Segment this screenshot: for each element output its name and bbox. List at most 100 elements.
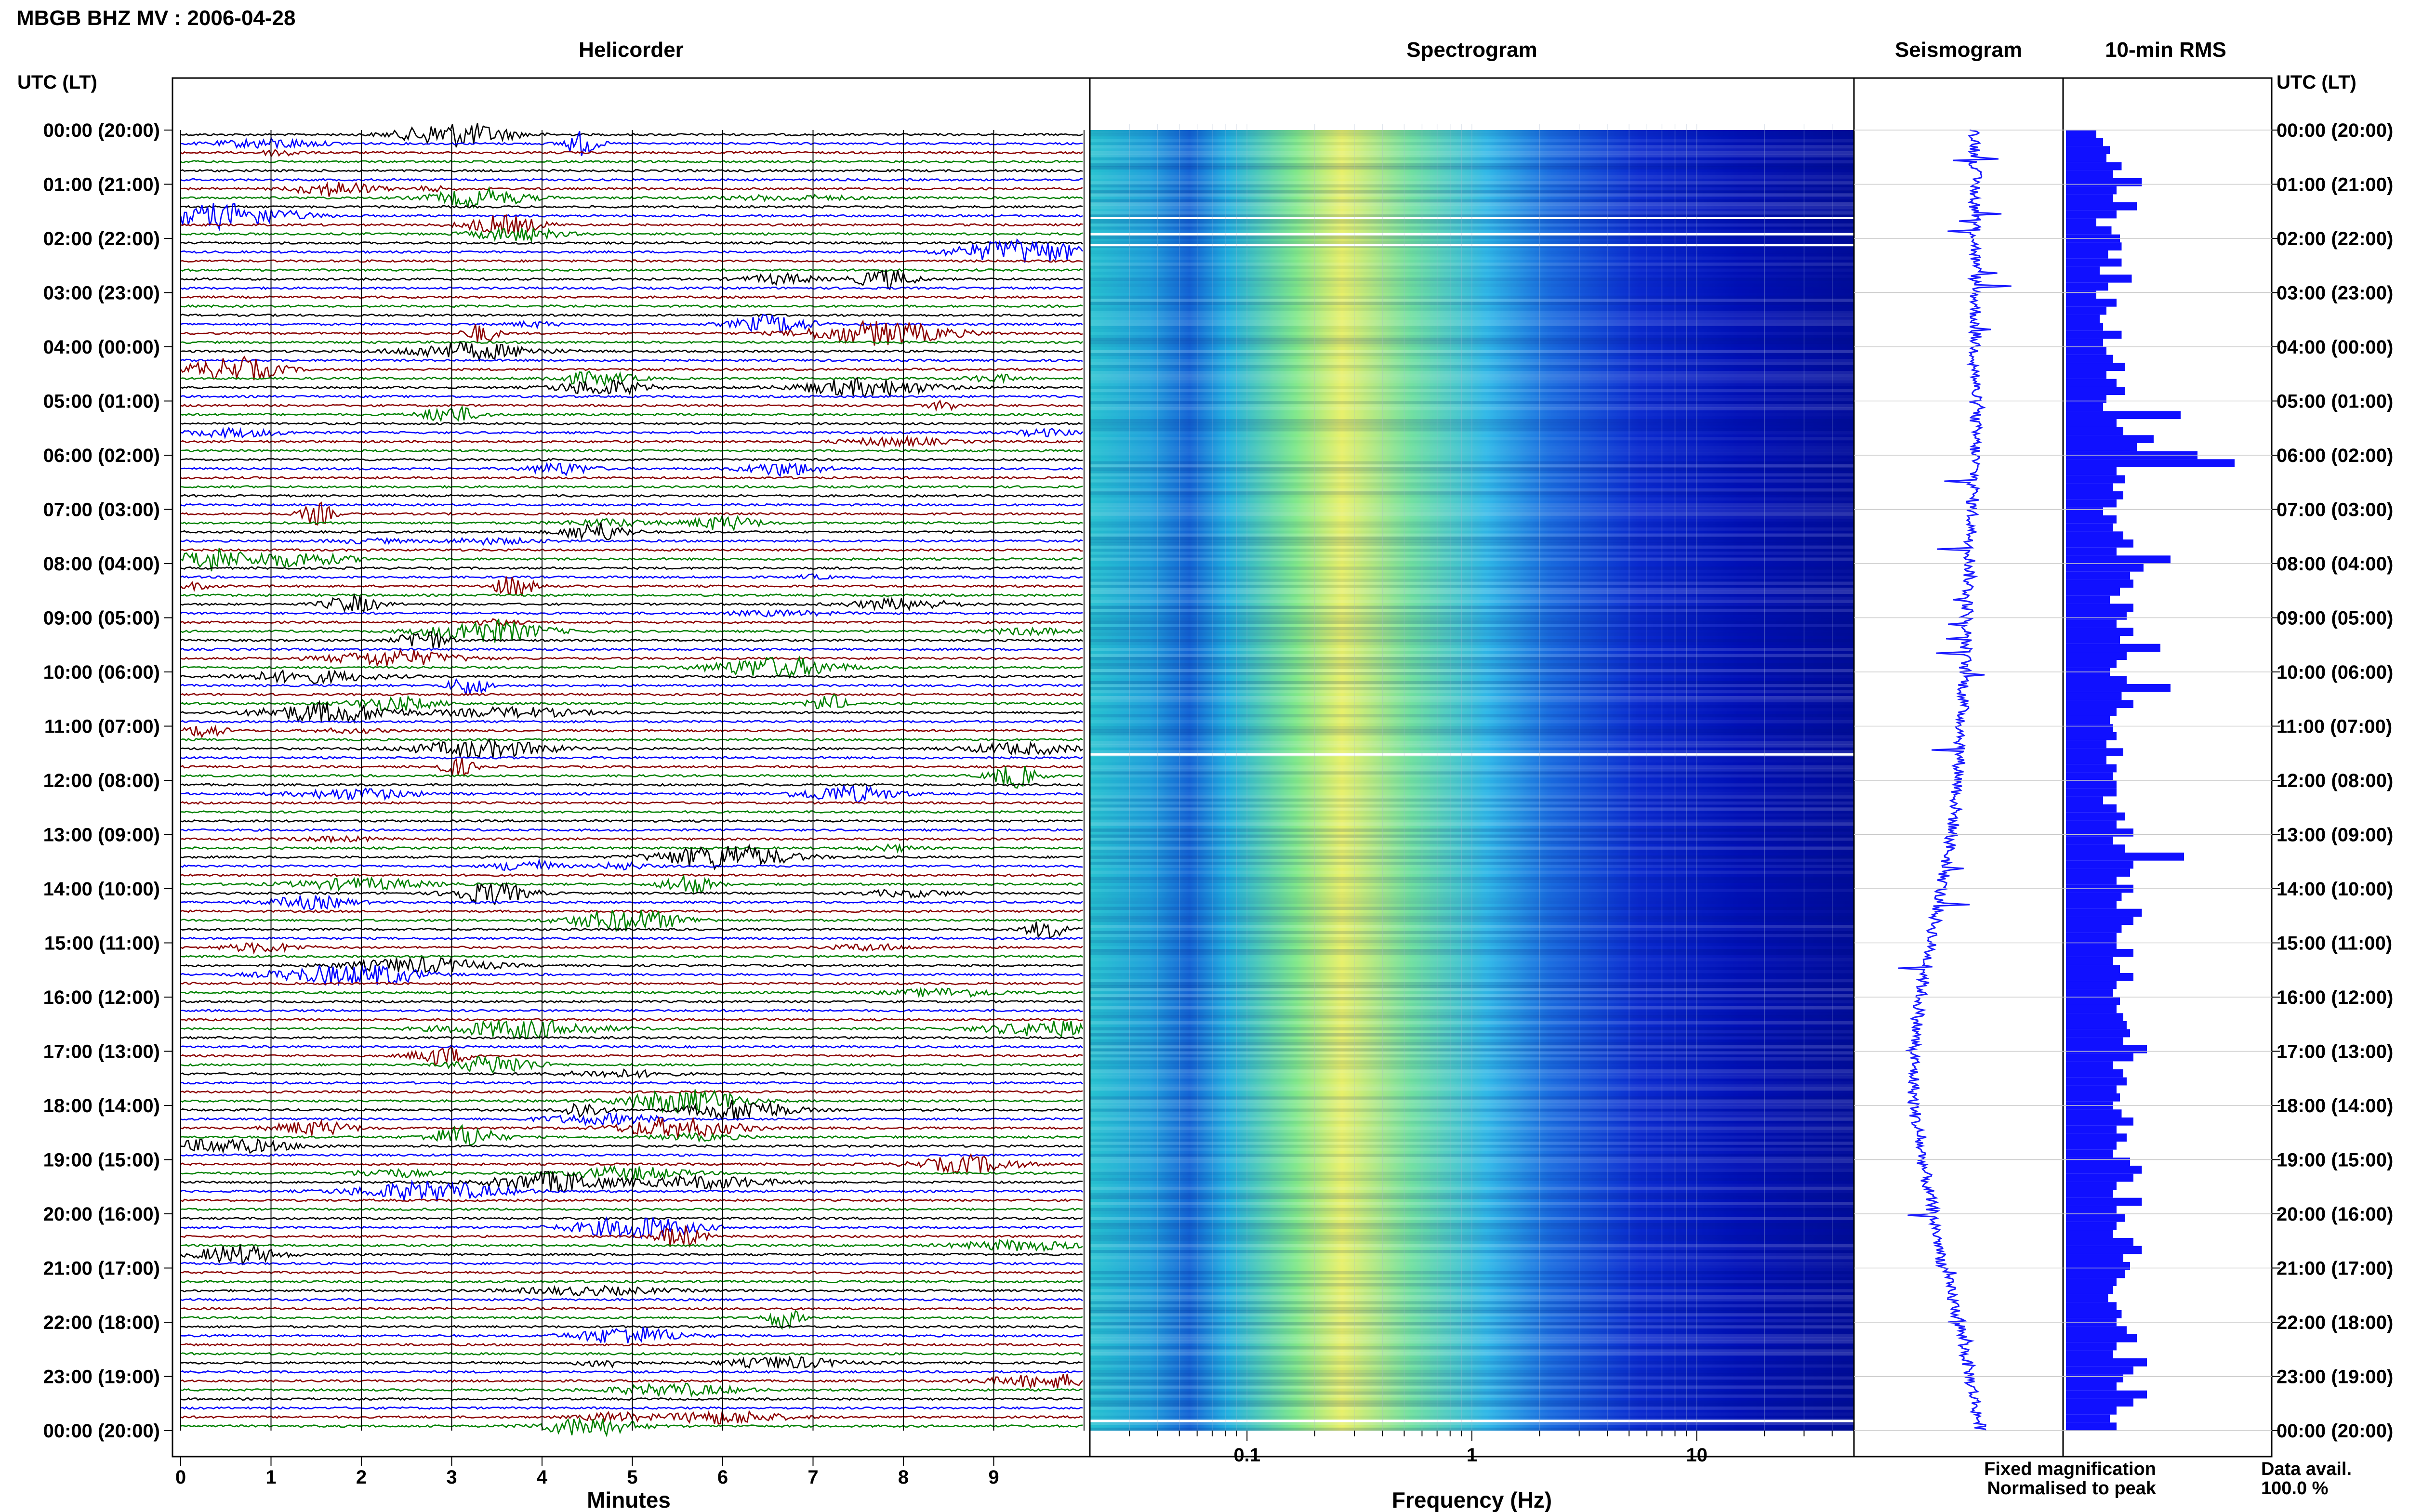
rms-bar — [2066, 1214, 2125, 1222]
spectrogram-row — [1090, 663, 1854, 667]
spectrogram-row — [1090, 503, 1854, 507]
helicorder-trace — [180, 548, 1083, 552]
helicorder-trace — [180, 1285, 1083, 1297]
spectrogram-row — [1090, 542, 1854, 546]
rms-bar — [2066, 1149, 2113, 1158]
spectrogram-row — [1090, 539, 1854, 543]
helicorder-trace — [180, 178, 1083, 182]
rms-bar — [2066, 748, 2123, 756]
spectrogram-row — [1090, 1210, 1854, 1214]
spectrogram-row — [1090, 166, 1854, 170]
spectrogram-row — [1090, 389, 1854, 393]
rms-bar — [2066, 981, 2117, 989]
helicorder-trace — [180, 1018, 1084, 1040]
spectrogram-row — [1090, 199, 1854, 203]
helicorder-trace — [180, 609, 1083, 618]
spectrogram-row — [1090, 1169, 1854, 1172]
spectrogram-row — [1090, 343, 1854, 347]
helicorder-trace — [180, 873, 1083, 894]
spectrogram-row — [1090, 1066, 1854, 1070]
spectrogram-row — [1090, 205, 1854, 209]
spectrogram-row — [1090, 997, 1854, 1000]
frequency-axis-label: Frequency (Hz) — [1392, 1487, 1552, 1512]
helicorder-trace — [180, 669, 1083, 685]
helicorder-trace — [180, 785, 1083, 804]
helicorder-trace — [180, 1370, 1083, 1374]
time-label-left: 08:00 (04:00) — [43, 553, 160, 575]
spectrogram-row — [1090, 783, 1854, 787]
spectrogram-row — [1090, 1334, 1854, 1338]
helicorder-trace — [180, 461, 1083, 478]
minute-tick-label: 1 — [265, 1467, 276, 1488]
spectrogram-row — [1090, 256, 1854, 260]
spectrogram-row — [1090, 985, 1854, 988]
rms-bar — [2066, 804, 2117, 813]
rms-bar — [2066, 1053, 2133, 1062]
helicorder-trace — [180, 286, 1083, 290]
rms-bar — [2066, 612, 2127, 620]
spectrogram-row — [1090, 226, 1854, 230]
spectrogram-row — [1090, 1358, 1854, 1362]
helicorder-trace — [180, 986, 1083, 999]
rms-bar — [2066, 531, 2123, 539]
rms-bar — [2066, 901, 2117, 909]
spectrogram-row — [1090, 1376, 1854, 1380]
spectrogram-row — [1090, 897, 1854, 901]
helicorder-trace — [180, 1306, 1083, 1311]
spectrogram-row — [1090, 608, 1854, 612]
helicorder-trace — [180, 1124, 1083, 1146]
spectrogram-row — [1090, 771, 1854, 775]
spectrogram-row — [1090, 870, 1854, 874]
helicorder-trace — [180, 1298, 1083, 1302]
helicorder-trace — [180, 631, 1083, 648]
helicorder-trace — [180, 1055, 1083, 1074]
spectrogram-row — [1090, 506, 1854, 510]
helicorder-trace — [180, 1112, 1083, 1127]
rms-bar — [2066, 1190, 2113, 1198]
time-label-right: 11:00 (07:00) — [2277, 716, 2392, 737]
rms-bar — [2066, 1173, 2133, 1182]
spectrogram-row — [1090, 1036, 1854, 1040]
time-label-right: 01:00 (21:00) — [2277, 174, 2393, 196]
spectrogram-row — [1090, 1388, 1854, 1392]
rms-bar — [2066, 1109, 2122, 1118]
spectrogram-row — [1090, 976, 1854, 980]
rms-bar — [2066, 868, 2130, 877]
time-label-left: 15:00 (11:00) — [44, 933, 160, 954]
spectrogram-row — [1090, 302, 1854, 305]
spectrogram-row — [1090, 220, 1854, 224]
spectrogram-row — [1090, 1415, 1854, 1419]
spectrogram-row — [1090, 524, 1854, 528]
rms-bar — [2066, 1085, 2117, 1093]
rms-bar — [2066, 355, 2113, 363]
rms-bar — [2066, 1294, 2108, 1302]
rms-bar — [2066, 1326, 2127, 1334]
spectrogram-row — [1090, 365, 1854, 368]
rms-bar — [2066, 419, 2117, 427]
rms-bar — [2066, 162, 2122, 171]
time-label-right: 09:00 (05:00) — [2277, 608, 2393, 629]
helicorder-trace — [180, 241, 1083, 245]
helicorder-trace — [180, 1238, 1083, 1252]
spectrogram-row — [1090, 407, 1854, 410]
helicorder-trace — [180, 1355, 1083, 1369]
helicorder-trace — [180, 1153, 1083, 1174]
frequency-tick-label: 10 — [1686, 1445, 1708, 1466]
spectrogram-row — [1090, 858, 1854, 862]
helicorder-trace — [180, 941, 1083, 955]
rms-bar — [2066, 491, 2123, 500]
rms-bar — [2066, 186, 2117, 195]
legend-fixed-magnification: Fixed magnification — [1984, 1459, 2156, 1479]
spectrogram-row — [1090, 521, 1854, 525]
spectrogram-row — [1090, 630, 1854, 633]
helicorder-trace — [180, 394, 1083, 399]
time-label-left: 00:00 (20:00) — [43, 120, 160, 141]
helicorder-trace — [181, 810, 1083, 814]
rms-bar — [2066, 796, 2103, 804]
spectrogram-row — [1090, 612, 1854, 615]
helicorder-trace — [180, 858, 1083, 871]
rms-bar — [2066, 170, 2113, 178]
spectrogram-row — [1090, 223, 1854, 227]
spectrogram-row — [1090, 359, 1854, 362]
time-label-left: 06:00 (02:00) — [43, 445, 160, 466]
